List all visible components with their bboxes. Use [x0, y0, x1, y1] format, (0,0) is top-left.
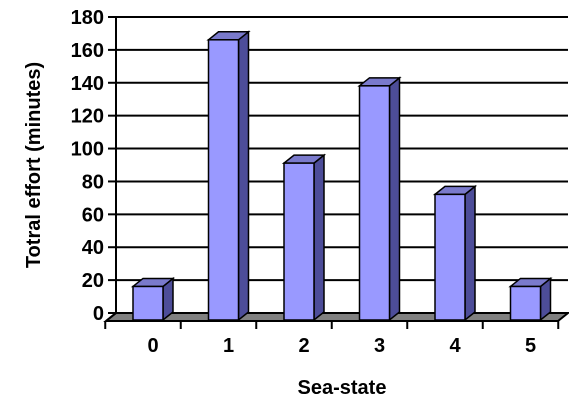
y-tick-label: 20: [82, 270, 104, 292]
bar: [508, 276, 553, 322]
bar-side: [464, 184, 476, 322]
y-tick-label: 60: [82, 204, 104, 226]
bar: [281, 153, 327, 322]
y-tick-labels: 0 20 40 60 80 100 120 140 160 180: [71, 7, 104, 325]
x-tick-label: 4: [449, 335, 461, 357]
y-tick-label: 80: [82, 171, 104, 193]
x-tick-label: 5: [525, 335, 536, 357]
axis-corner-line: [105, 312, 117, 322]
chart-floor: [103, 312, 569, 322]
bar-front: [283, 162, 315, 321]
bar-front: [207, 39, 240, 321]
bar-side: [388, 76, 401, 322]
y-tick-label: 140: [71, 73, 104, 95]
y-tick-label: 0: [93, 303, 104, 325]
bar-front: [434, 193, 466, 321]
x-tick-label: 2: [298, 335, 309, 357]
y-tick-label: 100: [71, 139, 104, 161]
axes: [104, 16, 560, 329]
bar: [206, 30, 251, 322]
bar-front: [358, 85, 391, 321]
x-tick-label: 1: [223, 335, 234, 357]
x-tick-label: 0: [147, 335, 158, 357]
bar: [357, 76, 402, 322]
y-tick-label: 180: [71, 7, 104, 29]
bars: [130, 30, 553, 322]
y-tick-label: 40: [82, 237, 104, 259]
gridlines: [116, 16, 568, 314]
floor-plane: [103, 312, 569, 322]
bar-side: [313, 153, 325, 322]
x-axis-title: Sea-state: [298, 377, 387, 399]
y-tick-label: 160: [71, 40, 104, 62]
x-tick-labels: 0 1 2 3 4 5: [147, 335, 536, 357]
x-tick-label: 3: [374, 335, 385, 357]
bar-front: [509, 285, 542, 321]
y-axis-title: Totral effort (minutes): [23, 62, 45, 268]
bar-front: [132, 285, 164, 321]
bar-side: [237, 30, 250, 322]
bar: [130, 276, 176, 322]
bar: [432, 184, 478, 322]
y-tick-label: 120: [71, 106, 104, 128]
